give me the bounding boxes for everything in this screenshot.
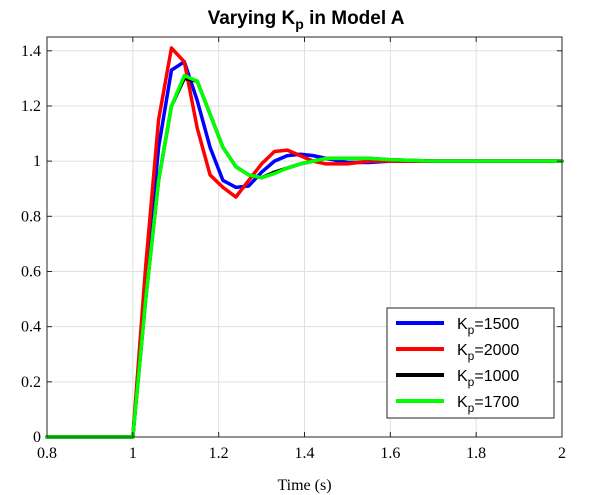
y-tick-label: 0	[33, 429, 41, 446]
chart-title-main: Varying K	[208, 8, 296, 29]
axis-ticks	[46, 37, 563, 438]
x-tick-label: 1	[129, 445, 137, 462]
chart-title: Varying Kp in Model A	[208, 8, 405, 32]
y-tick-labels: 0 0.2 0.4 0.6 0.8 1 1.2 1.4	[21, 43, 41, 446]
legend-entry-label: Kp=1500	[457, 316, 519, 337]
x-tick-label: 1.8	[466, 445, 486, 462]
x-tick-label: 1.2	[209, 445, 229, 462]
legend-entry-label: Kp=2000	[457, 342, 519, 363]
series-line	[45, 73, 564, 439]
x-tick-label: 1.6	[380, 445, 400, 462]
legend-entry-label: Kp=1000	[457, 368, 519, 389]
x-tick-label: 2	[558, 445, 566, 462]
y-tick-label: 0.6	[21, 263, 41, 280]
y-tick-label: 1.4	[21, 43, 41, 60]
x-tick-label: 0.8	[37, 445, 57, 462]
x-tick-label: 1.4	[295, 445, 315, 462]
y-tick-label: 0.2	[21, 374, 41, 391]
legend-entry-label: Kp=1700	[457, 394, 519, 415]
y-tick-label: 1.2	[21, 98, 41, 115]
series-lines	[45, 46, 564, 439]
x-tick-labels: 0.8 1 1.2 1.4 1.6 1.8 2	[37, 445, 566, 462]
chart-title-rest: in Model A	[304, 8, 405, 29]
chart-title-sub: p	[295, 16, 304, 32]
y-tick-label: 1	[33, 153, 41, 170]
legend: Kp=1500 Kp=2000 Kp=1000 Kp=1700	[386, 307, 555, 419]
y-tick-label: 0.4	[21, 319, 41, 336]
y-tick-label: 0.8	[21, 208, 41, 225]
x-axis-label: Time (s)	[277, 477, 331, 494]
